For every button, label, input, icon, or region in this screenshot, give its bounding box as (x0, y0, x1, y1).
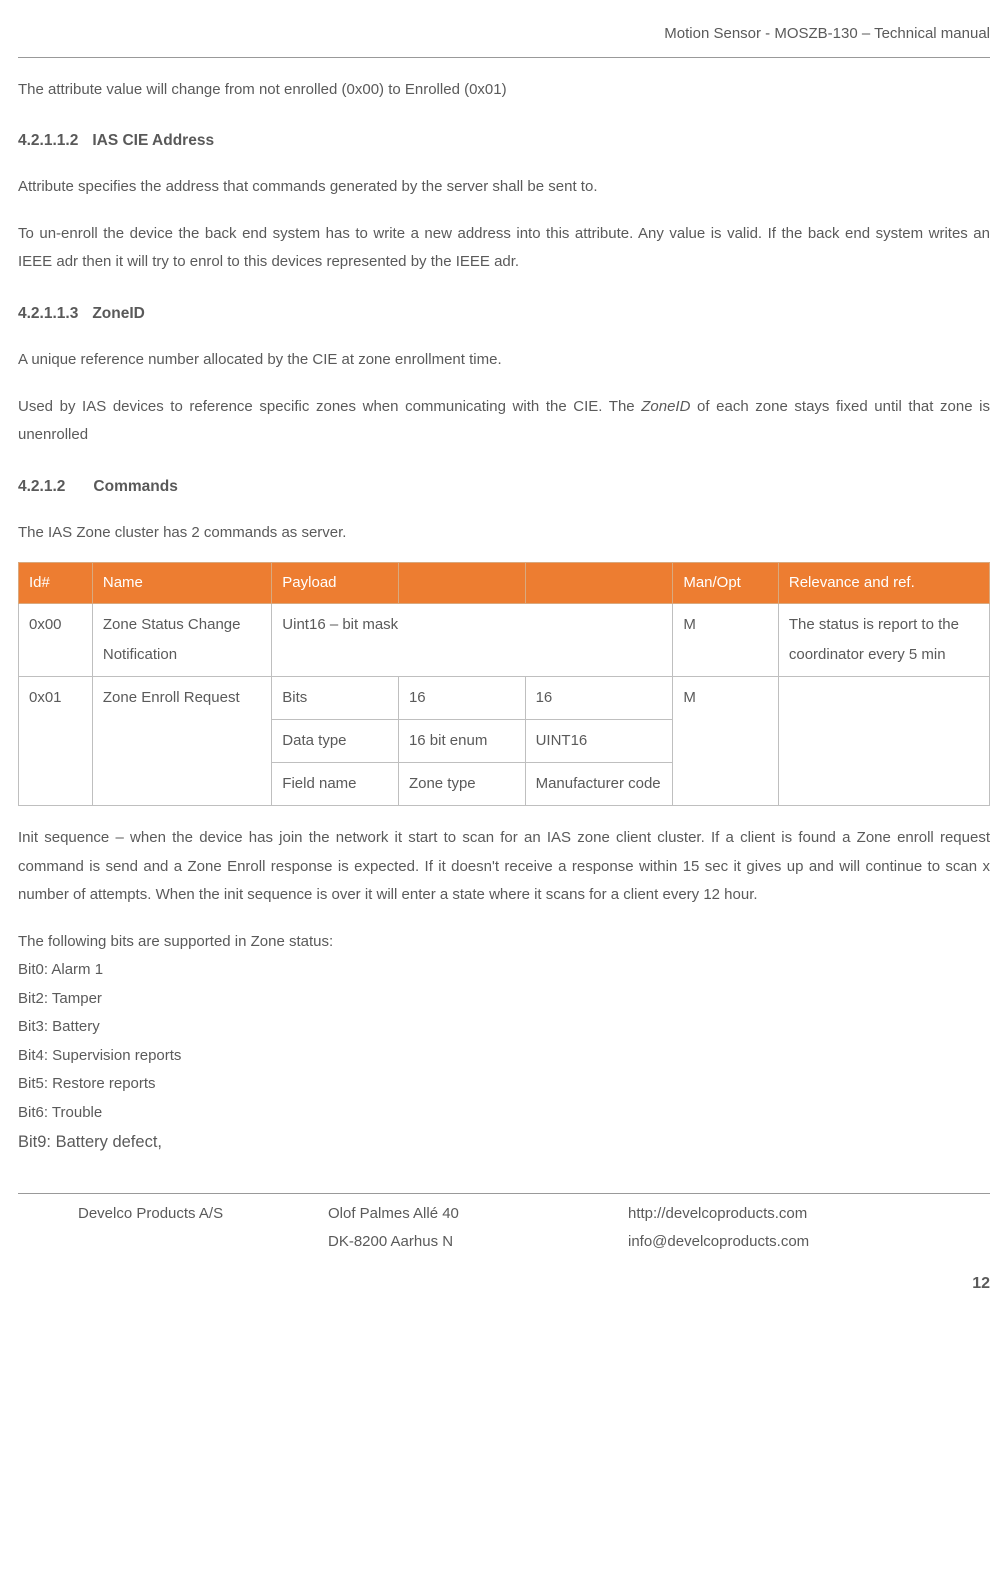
text-italic: ZoneID (641, 398, 690, 415)
heading-ias-cie: 4.2.1.1.2 IAS CIE Address (18, 126, 990, 155)
cell-sub: Manufacturer code (525, 763, 673, 806)
cell-manopt: M (673, 677, 779, 806)
footer-company: Develco Products A/S (78, 1200, 328, 1257)
body-text: The IAS Zone cluster has 2 commands as s… (18, 519, 990, 548)
cell-sub: 16 (525, 677, 673, 720)
bit-item: Bit6: Trouble (18, 1099, 990, 1128)
cell-payload: Uint16 – bit mask (272, 604, 673, 677)
footer-email: info@develcoproducts.com (628, 1228, 990, 1257)
footer-address-line: Olof Palmes Allé 40 (328, 1200, 628, 1229)
commands-table: Id# Name Payload Man/Opt Relevance and r… (18, 562, 990, 807)
body-text: A unique reference number allocated by t… (18, 346, 990, 375)
cell-sub: 16 bit enum (398, 720, 525, 763)
page-header: Motion Sensor - MOSZB-130 – Technical ma… (18, 0, 990, 58)
col-payload: Payload (272, 562, 399, 604)
cell-id: 0x01 (19, 677, 93, 806)
col-id: Id# (19, 562, 93, 604)
table-header-row: Id# Name Payload Man/Opt Relevance and r… (19, 562, 990, 604)
cell-sub: Field name (272, 763, 399, 806)
footer-address-line: DK-8200 Aarhus N (328, 1228, 628, 1257)
col-relevance: Relevance and ref. (778, 562, 989, 604)
cell-name: Zone Status Change Notification (92, 604, 271, 677)
footer-url: http://develcoproducts.com (628, 1200, 990, 1229)
zone-status-bits: The following bits are supported in Zone… (18, 928, 990, 1159)
cell-sub: 16 (398, 677, 525, 720)
heading-number: 4.2.1.1.2 (18, 132, 78, 149)
body-text: To un-enroll the device the back end sys… (18, 220, 990, 277)
page-footer: Develco Products A/S Olof Palmes Allé 40… (18, 1200, 990, 1263)
bit-item: Bit9: Battery defect, (18, 1127, 990, 1158)
bit-item: Bit4: Supervision reports (18, 1042, 990, 1071)
body-text: Init sequence – when the device has join… (18, 824, 990, 910)
heading-title: ZoneID (92, 305, 145, 322)
cell-sub: Bits (272, 677, 399, 720)
cell-sub: Zone type (398, 763, 525, 806)
cell-relevance (778, 677, 989, 806)
col-payload-span (525, 562, 673, 604)
heading-zoneid: 4.2.1.1.3 ZoneID (18, 299, 990, 328)
cell-manopt: M (673, 604, 779, 677)
bit-item: Bit5: Restore reports (18, 1070, 990, 1099)
cell-name: Zone Enroll Request (92, 677, 271, 806)
bit-item: Bit0: Alarm 1 (18, 956, 990, 985)
col-name: Name (92, 562, 271, 604)
bits-intro: The following bits are supported in Zone… (18, 928, 990, 957)
heading-title: Commands (93, 478, 177, 495)
intro-text: The attribute value will change from not… (18, 76, 990, 105)
body-text: Used by IAS devices to reference specifi… (18, 393, 990, 450)
page-number: 12 (18, 1263, 990, 1317)
cell-sub: Data type (272, 720, 399, 763)
heading-number: 4.2.1.2 (18, 478, 65, 495)
cell-sub: UINT16 (525, 720, 673, 763)
heading-title: IAS CIE Address (92, 132, 214, 149)
heading-number: 4.2.1.1.3 (18, 305, 78, 322)
col-manopt: Man/Opt (673, 562, 779, 604)
body-text: Attribute specifies the address that com… (18, 173, 990, 202)
table-row: 0x00 Zone Status Change Notification Uin… (19, 604, 990, 677)
bit-item: Bit3: Battery (18, 1013, 990, 1042)
footer-divider (18, 1193, 990, 1194)
cell-id: 0x00 (19, 604, 93, 677)
heading-commands: 4.2.1.2 Commands (18, 472, 990, 501)
table-row: 0x01 Zone Enroll Request Bits 16 16 M (19, 677, 990, 720)
col-payload-span (398, 562, 525, 604)
bit-item: Bit2: Tamper (18, 985, 990, 1014)
cell-relevance: The status is report to the coordinator … (778, 604, 989, 677)
text-fragment: Used by IAS devices to reference specifi… (18, 398, 641, 415)
